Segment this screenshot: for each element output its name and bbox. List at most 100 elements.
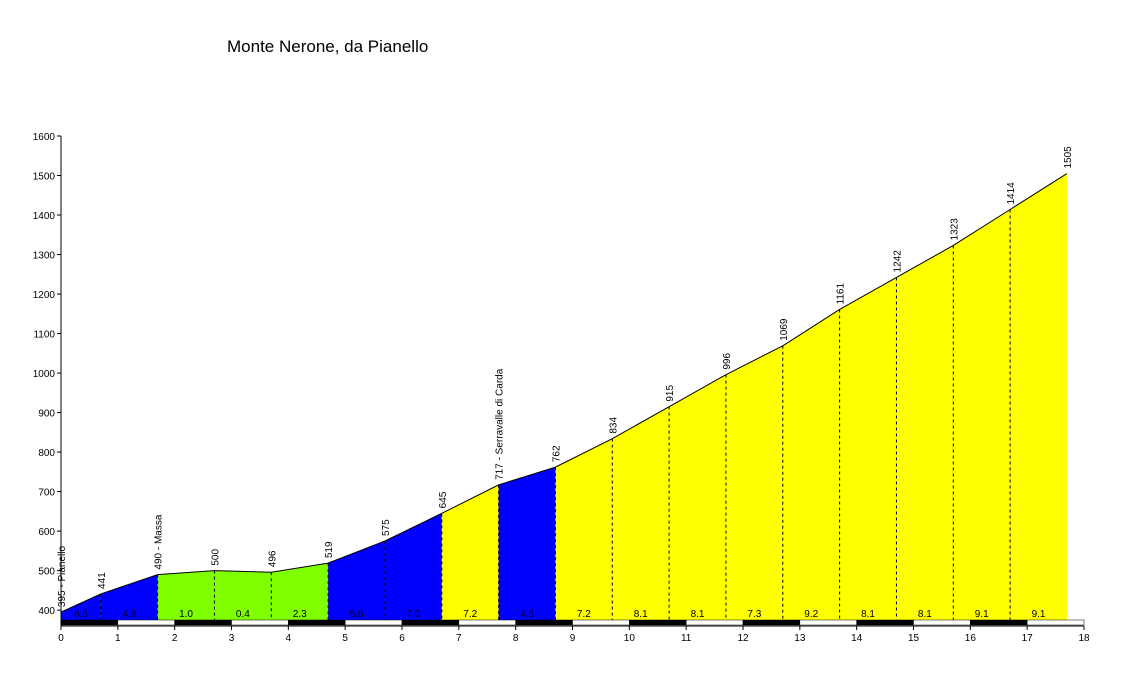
gradient-label: 4.9	[122, 609, 136, 620]
km-bar-block	[401, 619, 460, 626]
km-scale-bar	[60, 619, 1085, 626]
x-tick-label: 3	[229, 633, 235, 644]
y-tick-label: 1300	[33, 251, 56, 262]
x-tick-label: 4	[286, 633, 292, 644]
km-bar-block	[231, 619, 289, 626]
km-bar-block	[572, 619, 630, 626]
km-bar-block	[174, 619, 232, 626]
gradient-label: 9.2	[804, 609, 818, 620]
km-bar-block	[344, 619, 403, 626]
km-bar-block	[515, 619, 573, 626]
x-tick-label: 16	[965, 633, 977, 644]
y-tick-label: 900	[38, 409, 55, 420]
gradient-labels: 6.6 4.9 1.0 0.4 2.3 5.6 7.0 7.2 4.5 7.2 8.1 8.1 7.3 9…	[74, 609, 1046, 620]
elevation-label: 441	[97, 572, 108, 589]
profile-segment	[157, 570, 215, 620]
x-tick-label: 12	[737, 633, 749, 644]
km-bar-block	[60, 619, 119, 626]
y-tick-label: 400	[38, 606, 55, 617]
y-tick-label: 600	[38, 527, 55, 538]
y-tick-label: 1200	[33, 290, 56, 301]
x-tick-label: 9	[570, 633, 576, 644]
gradient-label: 2.3	[293, 609, 307, 620]
profile-segment	[555, 438, 613, 620]
y-tick-label: 1500	[33, 172, 56, 183]
x-tick-label: 17	[1022, 633, 1034, 644]
elevation-label: 915	[665, 385, 676, 402]
x-tick-label: 11	[681, 633, 692, 644]
elevation-label: 645	[438, 491, 449, 508]
y-tick-label: 1400	[33, 211, 56, 222]
elevation-label: 490 - Massa	[154, 514, 165, 569]
elevation-label: 717 - Serravalle di Carda	[495, 368, 506, 480]
y-tick-label: 500	[38, 567, 55, 578]
km-bar-block	[742, 619, 801, 626]
elevation-label: 496	[267, 550, 278, 567]
profile-segment	[441, 484, 499, 620]
x-tick-label: 5	[342, 633, 348, 644]
km-bar-block	[913, 619, 971, 626]
gradient-label: 1.0	[179, 609, 193, 620]
gradient-label: 7.2	[577, 609, 591, 620]
km-bar-block	[288, 619, 346, 626]
x-tick-label: 13	[794, 633, 806, 644]
x-tick-label: 15	[908, 633, 920, 644]
profile-segment	[271, 563, 329, 620]
profile-segment	[839, 277, 897, 620]
profile-segment	[328, 541, 385, 620]
elevation-labels: 395 - Pianello 441 490 - Massa 500 496 519 575…	[57, 146, 1074, 607]
y-tick-label: 800	[38, 448, 55, 459]
km-bar-block	[1026, 619, 1085, 626]
x-tick-label: 18	[1078, 633, 1090, 644]
gradient-label: 8.1	[634, 609, 648, 620]
elevation-label: 1505	[1063, 146, 1074, 169]
profile-segment	[384, 513, 442, 620]
gradient-label: 8.1	[861, 609, 875, 620]
elevation-label: 1323	[949, 218, 960, 241]
profile-areas	[61, 173, 1067, 620]
y-tick-label: 1600	[33, 132, 56, 143]
gradient-label: 8.1	[691, 609, 705, 620]
km-bar-block	[685, 619, 744, 626]
profile-segment	[1010, 173, 1067, 620]
elevation-label: 500	[210, 549, 221, 566]
axes: 4005006007008009001000110012001300140015…	[33, 132, 1090, 644]
profile-segment	[612, 406, 670, 620]
km-bar-block	[799, 619, 857, 626]
x-tick-label: 2	[172, 633, 178, 644]
gradient-label: 9.1	[1032, 609, 1046, 620]
x-tick-label: 7	[456, 633, 462, 644]
elevation-label: 395 - Pianello	[57, 546, 68, 608]
gradient-label: 9.1	[975, 609, 989, 620]
elevation-label: 519	[324, 541, 335, 558]
x-tick-label: 10	[624, 633, 636, 644]
gradient-label: 6.6	[74, 609, 88, 620]
x-tick-label: 0	[58, 633, 64, 644]
elevation-label: 1414	[1006, 182, 1017, 205]
profile-segment	[953, 209, 1011, 620]
km-bar-block	[970, 619, 1028, 626]
profile-segment	[725, 345, 783, 620]
segment-dividers	[100, 209, 1011, 620]
km-bar-block	[458, 619, 516, 626]
x-tick-label: 8	[513, 633, 519, 644]
elevation-label: 834	[608, 417, 619, 434]
profile-segment	[214, 570, 272, 620]
km-bar-block	[856, 619, 914, 626]
gradient-label: 7.3	[747, 609, 761, 620]
x-tick-label: 6	[399, 633, 405, 644]
profile-line	[60, 173, 1068, 613]
km-bar-block	[117, 619, 175, 626]
profile-segment	[669, 374, 726, 620]
profile-segment	[782, 309, 840, 620]
elevation-label: 762	[551, 445, 562, 462]
gradient-label: 7.0	[406, 609, 420, 620]
profile-segment	[896, 245, 954, 620]
profile-segment	[61, 593, 101, 620]
profile-outline	[60, 173, 1068, 613]
y-tick-label: 1100	[33, 330, 55, 341]
elevation-label: 996	[722, 353, 733, 370]
elevation-label: 1069	[779, 318, 790, 341]
gradient-label: 5.6	[350, 609, 364, 620]
